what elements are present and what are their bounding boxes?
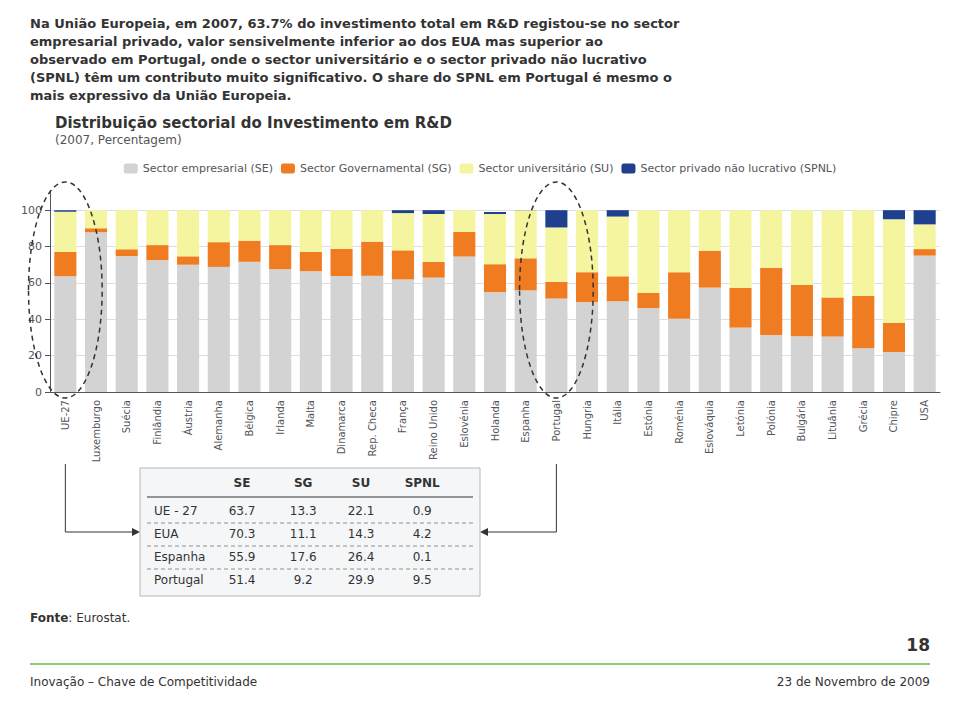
svg-text:Irlanda: Irlanda — [275, 400, 286, 435]
svg-text:Espanha: Espanha — [154, 550, 205, 564]
svg-text:Sector empresarial (SE): Sector empresarial (SE) — [143, 162, 273, 175]
svg-text:Reino Unido: Reino Unido — [428, 400, 439, 460]
svg-text:(2007, Percentagem): (2007, Percentagem) — [55, 133, 182, 147]
svg-text:Lituânia: Lituânia — [827, 400, 838, 440]
svg-text:Bélgica: Bélgica — [244, 400, 255, 437]
svg-text:13.3: 13.3 — [290, 504, 317, 518]
svg-text:22.1: 22.1 — [348, 504, 375, 518]
svg-text:Rep. Checa: Rep. Checa — [367, 400, 378, 456]
svg-text:20: 20 — [28, 349, 42, 362]
svg-text:Sector Governamental (SG): Sector Governamental (SG) — [300, 162, 452, 175]
svg-text:Malta: Malta — [305, 400, 316, 428]
svg-text:: Eurostat.: : Eurostat. — [68, 611, 130, 625]
svg-text:29.9: 29.9 — [348, 573, 375, 587]
svg-text:Luxemburgo: Luxemburgo — [91, 400, 102, 462]
svg-text:USA: USA — [919, 400, 930, 421]
svg-text:0: 0 — [35, 386, 42, 399]
svg-text:Itália: Itália — [612, 400, 623, 425]
svg-text:Fonte: Fonte — [30, 611, 68, 625]
svg-text:Na União Europeia, em 2007, 63: Na União Europeia, em 2007, 63.7% do inv… — [30, 16, 680, 31]
svg-text:63.7: 63.7 — [229, 504, 256, 518]
svg-text:14.3: 14.3 — [348, 527, 375, 541]
svg-text:EUA: EUA — [154, 527, 179, 541]
svg-text:Distribuição sectorial do Inve: Distribuição sectorial do Investimento e… — [55, 114, 452, 132]
svg-text:Grécia: Grécia — [858, 400, 869, 432]
svg-text:SPNL: SPNL — [405, 476, 440, 490]
svg-text:Portugal: Portugal — [551, 400, 562, 441]
svg-text:SU: SU — [352, 476, 370, 490]
svg-text:Sector privado não lucrativo (: Sector privado não lucrativo (SPNL) — [640, 162, 836, 175]
svg-text:17.6: 17.6 — [290, 550, 317, 564]
svg-text:(SPNL) têm um contributo muito: (SPNL) têm um contributo muito significa… — [30, 70, 672, 85]
svg-text:mais expressivo da União Europ: mais expressivo da União Europeia. — [30, 88, 292, 103]
svg-text:Áustria: Áustria — [182, 400, 194, 435]
svg-text:9.5: 9.5 — [413, 573, 432, 587]
svg-text:60: 60 — [28, 276, 42, 289]
svg-text:SG: SG — [294, 476, 313, 490]
svg-text:Inovação – Chave de Competitiv: Inovação – Chave de Competitividade — [30, 675, 257, 689]
svg-text:18: 18 — [906, 635, 930, 655]
svg-text:Holanda: Holanda — [490, 400, 501, 441]
svg-text:empresarial privado, valor sen: empresarial privado, valor sensivelmente… — [30, 34, 603, 49]
svg-text:SE: SE — [234, 476, 251, 490]
svg-text:40: 40 — [28, 312, 42, 326]
svg-text:23 de Novembro de 2009: 23 de Novembro de 2009 — [777, 675, 930, 689]
svg-text:Eslováquia: Eslováquia — [704, 400, 715, 454]
svg-text:80: 80 — [28, 240, 42, 253]
svg-text:Letónia: Letónia — [735, 400, 746, 437]
svg-text:observado em Portugal, onde o: observado em Portugal, onde o sector uni… — [30, 52, 647, 67]
svg-text:Suécia: Suécia — [121, 400, 132, 433]
svg-text:França: França — [397, 400, 408, 433]
svg-text:11.1: 11.1 — [290, 527, 317, 541]
svg-text:4.2: 4.2 — [413, 527, 432, 541]
svg-text:Hungria: Hungria — [582, 400, 593, 440]
svg-text:0.1: 0.1 — [413, 550, 432, 564]
svg-text:Portugal: Portugal — [154, 573, 204, 587]
svg-text:0.9: 0.9 — [413, 504, 432, 518]
svg-text:Alemanha: Alemanha — [213, 400, 224, 450]
svg-text:Eslovénia: Eslovénia — [459, 400, 470, 448]
svg-text:Sector universitário (SU): Sector universitário (SU) — [479, 162, 614, 175]
svg-text:55.9: 55.9 — [229, 550, 256, 564]
svg-text:Chipre: Chipre — [888, 400, 899, 433]
svg-text:Bulgária: Bulgária — [796, 400, 807, 441]
svg-text:100: 100 — [21, 203, 42, 217]
svg-text:Dinamarca: Dinamarca — [336, 400, 347, 454]
svg-text:Roménia: Roménia — [674, 400, 685, 444]
svg-text:9.2: 9.2 — [294, 573, 313, 587]
svg-text:51.4: 51.4 — [229, 573, 256, 587]
svg-text:Estónia: Estónia — [643, 400, 654, 437]
svg-text:70.3: 70.3 — [229, 527, 256, 541]
svg-text:UE - 27: UE - 27 — [154, 504, 198, 518]
svg-text:UE-27: UE-27 — [60, 400, 71, 430]
svg-text:26.4: 26.4 — [348, 550, 375, 564]
svg-text:Finlândia: Finlândia — [152, 400, 163, 445]
svg-text:Espanha: Espanha — [520, 400, 531, 443]
svg-text:Polónia: Polónia — [766, 400, 777, 436]
